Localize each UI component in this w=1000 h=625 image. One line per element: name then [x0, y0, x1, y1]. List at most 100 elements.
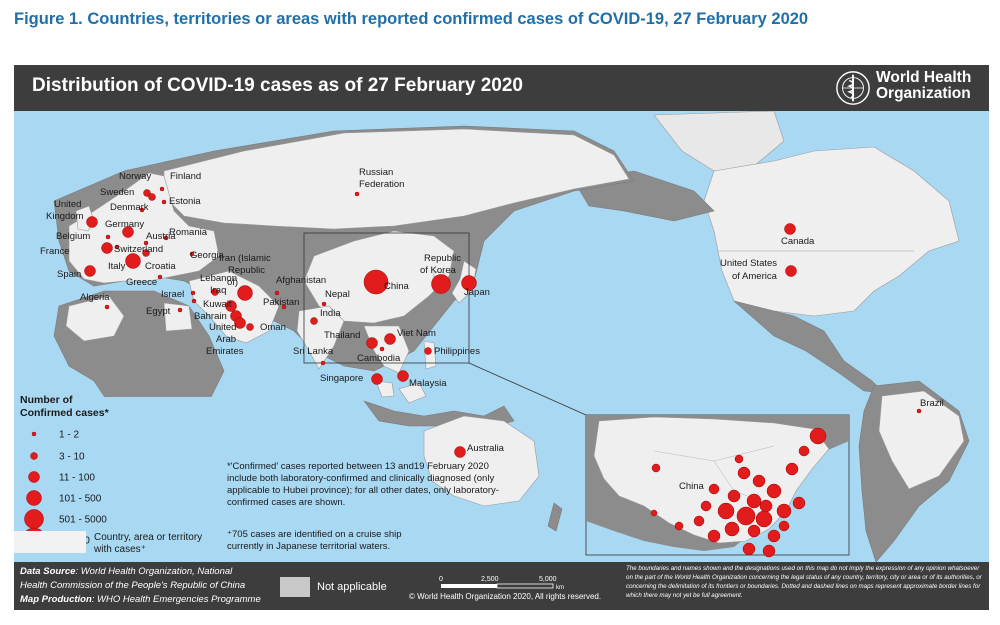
- case-dot-united-states-of-america: [785, 265, 797, 277]
- case-dot-singapore: [371, 373, 383, 385]
- inset-dot-1: [798, 445, 810, 457]
- country-label-viet-nam: Viet Nam: [397, 328, 436, 339]
- scale-tick-1: 2,500: [481, 576, 499, 583]
- country-label-canada: Canada: [781, 236, 815, 247]
- inset-dot-9: [752, 474, 766, 488]
- case-dot-france: [101, 242, 113, 254]
- case-dot-italy: [125, 253, 141, 269]
- country-label-denmark: Denmark: [110, 202, 149, 213]
- case-dot-austria: [143, 240, 149, 246]
- land-europe: [68, 172, 220, 284]
- legend-label-2: 11 - 100: [59, 473, 95, 484]
- note1-line4: confirmed cases are shown.: [227, 497, 345, 508]
- figure-title: Figure 1. Countries, territories or area…: [14, 10, 809, 28]
- country-label-australia: Australia: [467, 443, 505, 454]
- case-dot-germany: [122, 226, 134, 238]
- inset-dot-25: [742, 542, 756, 556]
- case-dot-romania: [163, 235, 169, 241]
- legend-dot-4: [24, 509, 44, 529]
- country-label-malaysia: Malaysia: [409, 378, 447, 389]
- country-label-lebanon: Lebanon: [200, 273, 237, 284]
- note1-line2: include both laboratory-confirmed and cl…: [227, 473, 494, 484]
- case-dot-georgia: [189, 251, 195, 257]
- inset-dot-20: [693, 515, 705, 527]
- land-north-america: [703, 146, 960, 317]
- country-label-cambodia: Cambodia: [357, 353, 401, 364]
- country-label-republic-of-korea: Republic of Korea: [420, 253, 461, 276]
- inset-dot-5: [727, 489, 741, 503]
- who-emblem-icon: [836, 71, 870, 105]
- inset-dot-10: [737, 466, 751, 480]
- legend-label-0: 1 - 2: [59, 430, 79, 441]
- case-dot-viet-nam: [384, 333, 396, 345]
- world-map: China Norway Finland Sweden Estonia Russian F…: [14, 111, 970, 562]
- land-india: [296, 305, 345, 370]
- case-dot-russian-federation: [354, 191, 360, 197]
- inset-dot-16: [724, 521, 740, 537]
- country-label-philippines: Philippines: [434, 346, 480, 357]
- case-dot-brazil: [916, 408, 922, 414]
- country-label-finland: Finland: [170, 171, 201, 182]
- case-dot-lebanon: [190, 290, 196, 296]
- inset-dot-23: [778, 520, 790, 532]
- country-label-iraq: Iraq: [210, 285, 226, 296]
- country-label-israel: Israel: [161, 289, 184, 300]
- case-dot-algeria: [104, 304, 110, 310]
- country-labels: Norway Finland Sweden Estonia Russian Federat…: [40, 167, 944, 454]
- country-label-greece: Greece: [126, 277, 157, 288]
- land-algeria: [65, 295, 125, 342]
- note1-line3: applicable to Hubei province); for all o…: [227, 485, 499, 496]
- not-applicable-label: Not applicable: [317, 581, 387, 593]
- country-label-spain: Spain: [57, 269, 81, 280]
- case-dot-afghanistan: [274, 290, 280, 296]
- inset-dot-15: [792, 496, 806, 510]
- country-label-pakistan: Pakistan: [263, 297, 299, 308]
- notes: *'Confirmed' cases reported between 13 a…: [227, 461, 499, 552]
- legend-dot-2: [28, 471, 40, 483]
- legend-country-swatch: [14, 531, 86, 553]
- country-label-united-kingdom: United Kingdom: [46, 199, 84, 222]
- country-label-thailand: Thailand: [324, 330, 360, 341]
- map-title: Distribution of COVID-19 cases as of 27 …: [32, 75, 524, 96]
- scale-unit: km: [556, 585, 564, 591]
- note1-line1: *'Confirmed' cases reported between 13 a…: [227, 461, 489, 472]
- case-dot-finland: [159, 186, 165, 192]
- inset-dot-13: [755, 510, 773, 528]
- who-name-line2: Organization: [876, 85, 971, 102]
- country-label-austria: Austria: [146, 231, 176, 242]
- land-egypt: [163, 302, 193, 332]
- inset-dot-11: [717, 502, 735, 520]
- case-dot-iraq: [211, 288, 219, 296]
- inset-dot-21: [674, 521, 684, 531]
- inset-case-dots: [650, 427, 827, 558]
- map-production-label: Map Production: [20, 594, 92, 605]
- case-dot-estonia: [161, 199, 167, 205]
- inset-dot-2: [785, 462, 799, 476]
- who-name: World Health Organization: [876, 70, 971, 102]
- scale-tick-2: 5,000: [539, 576, 557, 583]
- scale-tick-0: 0: [439, 576, 443, 583]
- country-label-norway: Norway: [119, 171, 151, 182]
- case-dot-philippines: [424, 347, 432, 355]
- case-dot-israel: [191, 298, 197, 304]
- case-dot-nepal: [321, 301, 327, 307]
- legend-dot-0: [31, 431, 37, 437]
- case-dot-canada: [784, 223, 796, 235]
- map-frame: Distribution of COVID-19 cases as of 27 …: [14, 65, 989, 610]
- case-dot-denmark: [139, 207, 145, 213]
- case-dot-australia: [454, 446, 466, 458]
- legend-country-line1: Country, area or territory: [94, 532, 202, 543]
- country-label-georgia: Georgia: [190, 250, 225, 261]
- inset-dot-12: [736, 506, 756, 526]
- country-label-japan: Japan: [464, 287, 490, 298]
- country-label-bahrain: Bahrain: [194, 311, 227, 322]
- data-source-text2: Health Commission of the People's Republ…: [20, 580, 246, 591]
- case-dot-norway: [143, 189, 151, 197]
- case-dot-republic-of-korea: [431, 274, 451, 294]
- case-dot-india: [310, 317, 318, 325]
- country-label-france: France: [40, 246, 70, 257]
- country-label-estonia: Estonia: [169, 196, 201, 207]
- country-label-romania: Romania: [169, 227, 208, 238]
- inset-dot-18: [767, 529, 781, 543]
- case-dot-malaysia: [397, 370, 409, 382]
